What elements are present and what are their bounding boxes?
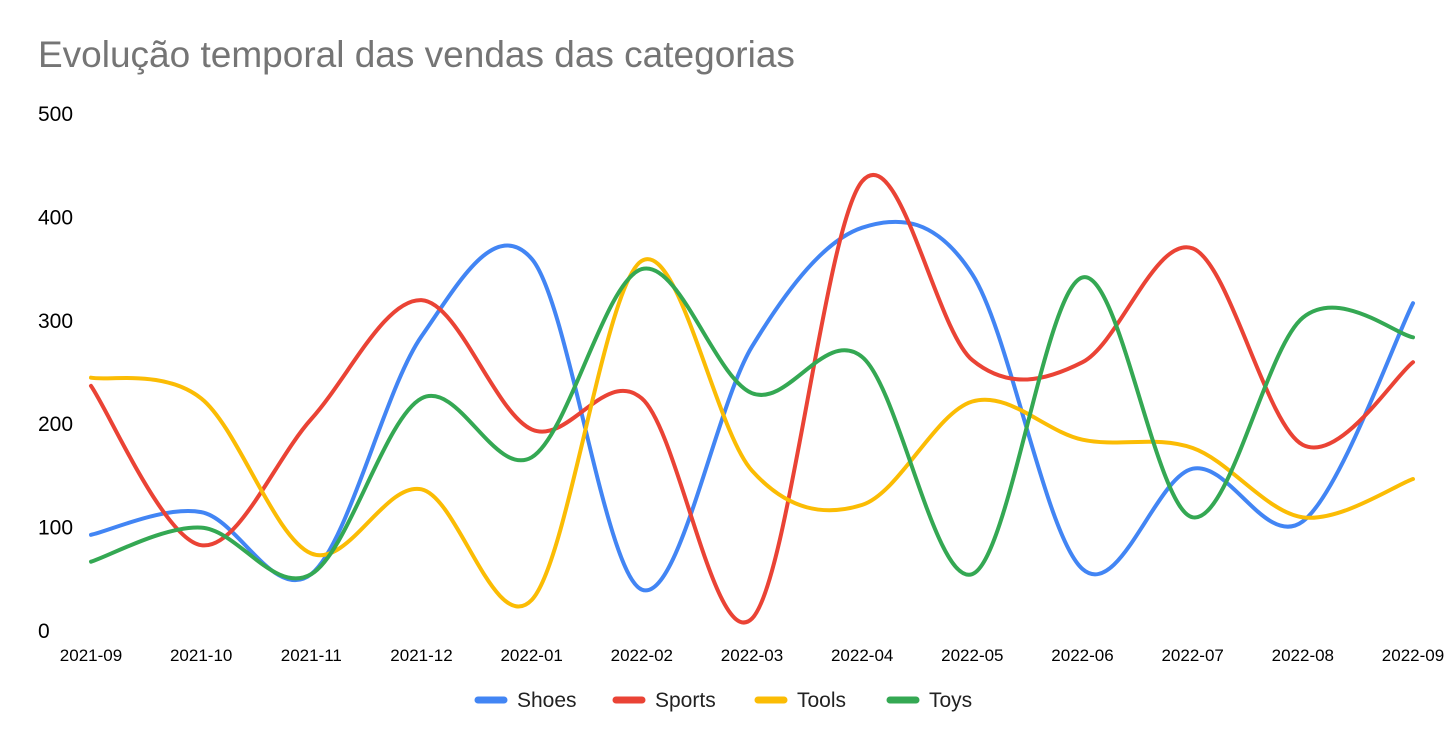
x-tick-label: 2022-08	[1272, 646, 1334, 665]
x-tick-label: 2022-01	[500, 646, 562, 665]
y-tick-label: 100	[38, 517, 73, 540]
chart-title: Evolução temporal das vendas das categor…	[38, 34, 795, 75]
series-line-tools	[89, 257, 1415, 609]
series-line-toys	[89, 266, 1415, 581]
x-tick-label: 2022-05	[941, 646, 1003, 665]
legend-item-sports[interactable]: Sports	[612, 689, 716, 712]
x-tick-label: 2021-09	[60, 646, 122, 665]
x-tick-label: 2021-10	[170, 646, 232, 665]
series-layer	[89, 173, 1415, 625]
series-line-sports	[89, 173, 1415, 625]
legend-item-shoes[interactable]: Shoes	[474, 689, 577, 712]
x-tick-label: 2022-04	[831, 646, 893, 665]
x-tick-label: 2021-12	[390, 646, 452, 665]
y-axis: 0 100 200 300 400 500	[38, 103, 73, 643]
legend-label: Sports	[655, 689, 716, 712]
legend-label: Toys	[929, 689, 972, 712]
y-tick-label: 500	[38, 103, 73, 126]
x-axis: 2021-09 2021-10 2021-11 2021-12 2022-01 2022-…	[60, 646, 1444, 665]
x-tick-label: 2022-07	[1161, 646, 1223, 665]
x-tick-label: 2022-09	[1382, 646, 1444, 665]
series-line-shoes	[89, 219, 1415, 593]
y-tick-label: 200	[38, 413, 73, 436]
x-tick-label: 2022-02	[611, 646, 673, 665]
x-tick-label: 2022-06	[1051, 646, 1113, 665]
y-tick-label: 400	[38, 206, 73, 229]
x-tick-label: 2021-11	[281, 646, 342, 665]
legend-label: Shoes	[517, 689, 577, 712]
y-tick-label: 300	[38, 310, 73, 333]
legend: Shoes Sports Tools Toys	[474, 689, 972, 712]
y-tick-label: 0	[38, 620, 50, 643]
legend-item-tools[interactable]: Tools	[754, 689, 846, 712]
legend-item-toys[interactable]: Toys	[886, 689, 972, 712]
x-tick-label: 2022-03	[721, 646, 783, 665]
legend-label: Tools	[797, 689, 846, 712]
